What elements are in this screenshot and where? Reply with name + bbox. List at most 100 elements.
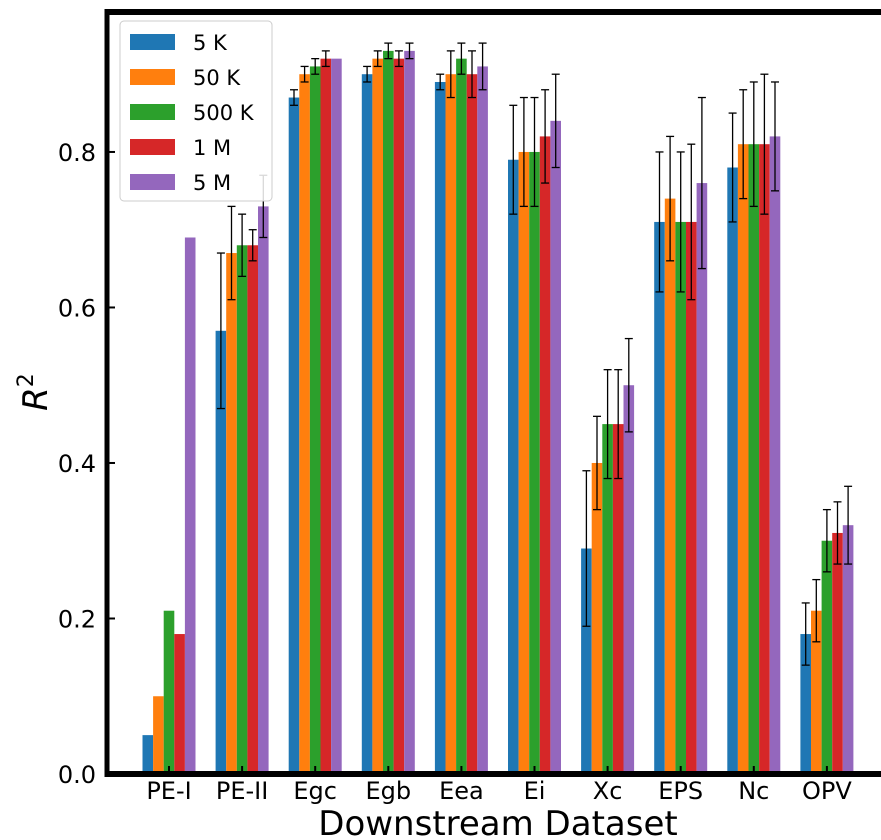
bar-nc-5k (727, 167, 738, 775)
error-bar (227, 205, 236, 301)
bar-nc-50k (737, 144, 749, 775)
legend-swatch (130, 139, 175, 155)
bar-xc-5k (581, 548, 592, 774)
error-bar (655, 151, 664, 293)
bar-opv-1m (832, 532, 843, 774)
error-bar (478, 42, 487, 91)
bar-xc-500k (602, 424, 613, 774)
bar-eea-1m (466, 74, 478, 774)
legend-swatch (130, 34, 175, 50)
bar-egb-5m (404, 50, 415, 774)
legend-label: 5 K (193, 31, 228, 55)
bar-pe-ii-50k (226, 253, 237, 774)
bar-xc-5m (623, 385, 635, 774)
error-bar (216, 252, 225, 410)
error-bar (436, 73, 445, 91)
x-axis-title: Downstream Dataset (318, 804, 677, 840)
legend-label: 1 M (193, 136, 231, 160)
bar-eea-500k (456, 58, 467, 774)
bar-eps-5k (654, 221, 665, 774)
error-bar (771, 81, 779, 192)
y-axis-title-main: R (16, 387, 56, 411)
error-bar (519, 96, 528, 208)
error-bar (468, 50, 476, 99)
bar-eea-50k (445, 74, 457, 774)
y-tick-label: 0.0 (58, 761, 96, 789)
legend-swatch (130, 104, 175, 120)
y-tick-label: 0.4 (58, 450, 96, 478)
x-tick-label: PE-II (216, 777, 268, 805)
x-tick-label: Nc (738, 777, 769, 805)
error-bar (457, 42, 466, 75)
bar-pe-ii-5k (215, 330, 227, 774)
error-bar (530, 96, 539, 208)
error-bar (405, 42, 414, 60)
error-bar (394, 50, 403, 68)
legend-swatch (130, 69, 175, 85)
bar-ei-500k (529, 151, 540, 775)
bar-egc-5k (288, 97, 300, 774)
error-bar (614, 369, 623, 480)
bar-opv-5k (800, 634, 811, 774)
error-bar (238, 213, 247, 278)
bar-egc-1m (320, 58, 332, 774)
error-bar (582, 470, 591, 627)
x-tick-label: Xc (593, 777, 623, 805)
bar-xc-50k (591, 462, 603, 774)
y-tick-label: 0.8 (58, 139, 96, 167)
bar-nc-1m (759, 144, 770, 775)
error-bar (290, 89, 298, 106)
bar-egc-50k (299, 74, 310, 774)
bar-eps-5m (696, 183, 708, 774)
ticks-layer: 0.0 0.2 0.4 0.6 0.8 PE-I PE-II Egc Egb Eea Ei Xc EPS… (58, 139, 853, 805)
x-tick-label: Eea (439, 777, 484, 805)
error-bar (300, 65, 309, 83)
error-bar (676, 151, 685, 293)
x-tick-label: Ei (524, 777, 546, 805)
legend-label: 500 K (193, 101, 255, 125)
bar-ei-5m (550, 120, 561, 775)
error-bar (603, 369, 612, 480)
legend-frame (119, 20, 273, 202)
error-bar (593, 415, 601, 511)
error-bar (311, 58, 320, 75)
error-bar (822, 508, 831, 573)
error-bar (833, 501, 842, 565)
bar-xc-1m (612, 424, 624, 774)
bar-egb-50k (372, 58, 383, 774)
error-bar (739, 89, 748, 200)
bar-pe-i-5m (184, 237, 196, 774)
bar-opv-5m (842, 525, 854, 774)
bar-pe-i-1m (174, 634, 185, 774)
legend-label: 5 M (193, 171, 231, 195)
y-axis-title-superscript: 2 (14, 373, 39, 387)
bar-ei-1m (539, 136, 551, 775)
bar-pe-i-50k (153, 696, 164, 774)
bars-layer (142, 50, 854, 775)
error-bar (373, 50, 382, 68)
y-axis-title: R2 (14, 373, 56, 411)
error-bar (363, 65, 372, 83)
error-bars-layer (216, 42, 853, 666)
y-tick-label: 0.6 (58, 294, 96, 322)
bar-egb-5k (361, 74, 373, 774)
x-tick-label: OPV (802, 777, 852, 805)
axes-layer (104, 9, 881, 777)
legend-items: 5 K 50 K 500 K 1 M 5 M (130, 31, 255, 195)
x-tick-label: Egb (365, 777, 411, 805)
error-bar (541, 89, 550, 184)
bar-nc-5m (769, 136, 781, 775)
bar-eea-5m (477, 66, 488, 774)
error-bar (509, 104, 518, 215)
bar-pe-ii-500k (236, 245, 248, 774)
legend-swatch (130, 174, 175, 190)
bar-egc-5m (331, 58, 342, 774)
error-bar (749, 81, 758, 208)
error-bar (697, 96, 706, 270)
bar-nc-500k (748, 144, 760, 775)
error-bar (844, 485, 853, 565)
bar-opv-50k (811, 610, 822, 774)
error-bar (687, 143, 696, 301)
bar-egc-500k (309, 66, 321, 774)
